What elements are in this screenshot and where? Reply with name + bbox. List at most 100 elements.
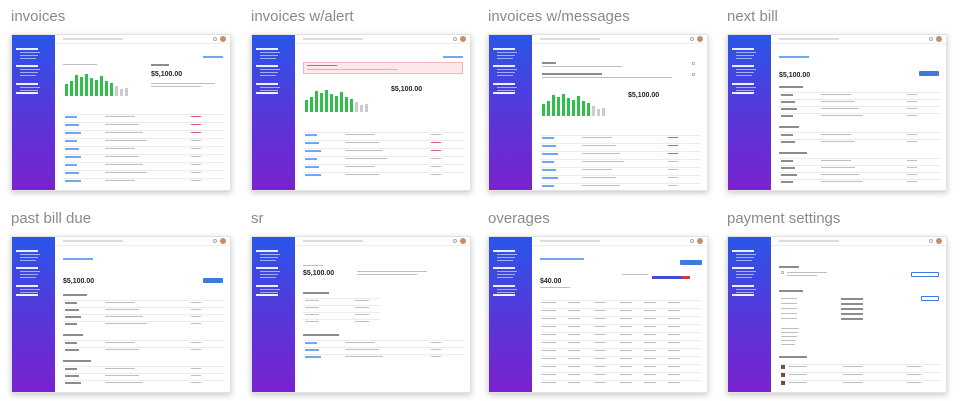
- sidebar-item[interactable]: [260, 55, 278, 57]
- sidebar-section[interactable]: [732, 285, 754, 287]
- edit-details-button[interactable]: [921, 296, 939, 301]
- bell-icon[interactable]: [690, 37, 694, 41]
- sidebar-section[interactable]: [493, 92, 515, 94]
- table-cell-link[interactable]: [542, 137, 554, 139]
- sidebar-item[interactable]: [20, 52, 40, 54]
- table-cell-link[interactable]: [781, 141, 795, 143]
- sidebar-item[interactable]: [20, 271, 40, 273]
- close-icon[interactable]: [692, 62, 695, 65]
- sidebar-item[interactable]: [497, 254, 517, 256]
- sidebar-item[interactable]: [497, 55, 515, 57]
- breadcrumb[interactable]: [779, 56, 809, 58]
- sidebar-section[interactable]: [16, 65, 38, 67]
- screen-thumbnail[interactable]: $5,100.00: [727, 34, 947, 191]
- table-cell-link[interactable]: [781, 167, 795, 169]
- sidebar-item[interactable]: [736, 75, 752, 77]
- table-cell-link[interactable]: [305, 142, 319, 144]
- table-cell-link[interactable]: [542, 177, 558, 179]
- sidebar-item[interactable]: [20, 289, 40, 291]
- close-icon[interactable]: [692, 73, 695, 76]
- sidebar-item[interactable]: [260, 289, 280, 291]
- table-cell-link[interactable]: [781, 134, 793, 136]
- sidebar-section[interactable]: [256, 285, 278, 287]
- sidebar-item[interactable]: [497, 271, 517, 273]
- table-cell-link[interactable]: [305, 134, 317, 136]
- sidebar-item[interactable]: [20, 260, 36, 262]
- sidebar-item[interactable]: [260, 257, 278, 259]
- table-cell-link[interactable]: [65, 116, 77, 118]
- sidebar-section[interactable]: [493, 250, 515, 252]
- view-payment-link[interactable]: [443, 56, 463, 58]
- avatar[interactable]: [220, 238, 226, 244]
- table-cell-link[interactable]: [542, 169, 556, 171]
- sidebar-section[interactable]: [16, 83, 38, 85]
- sidebar-section[interactable]: [732, 48, 754, 50]
- table-cell-link[interactable]: [65, 323, 77, 325]
- bell-icon[interactable]: [929, 239, 933, 243]
- bell-icon[interactable]: [213, 239, 217, 243]
- sidebar-item[interactable]: [20, 257, 38, 259]
- sidebar-item[interactable]: [497, 75, 513, 77]
- sidebar-section[interactable]: [256, 250, 278, 252]
- sidebar-item[interactable]: [736, 277, 752, 279]
- sidebar-section[interactable]: [732, 92, 754, 94]
- sidebar-section[interactable]: [16, 294, 38, 296]
- sidebar-section[interactable]: [493, 48, 515, 50]
- sidebar-section[interactable]: [256, 65, 278, 67]
- screen-thumbnail[interactable]: $5,100.00: [488, 34, 708, 191]
- sidebar-section[interactable]: [493, 65, 515, 67]
- avatar[interactable]: [460, 238, 466, 244]
- bell-icon[interactable]: [929, 37, 933, 41]
- sidebar-item[interactable]: [20, 69, 40, 71]
- sidebar-item[interactable]: [736, 55, 754, 57]
- table-cell-link[interactable]: [781, 181, 793, 183]
- sidebar-item[interactable]: [736, 257, 754, 259]
- sidebar-item[interactable]: [736, 260, 752, 262]
- search-input[interactable]: [540, 240, 600, 242]
- avatar[interactable]: [936, 36, 942, 42]
- bell-icon[interactable]: [690, 239, 694, 243]
- table-cell-link[interactable]: [305, 150, 321, 152]
- pay-button[interactable]: [919, 71, 939, 76]
- sidebar-section[interactable]: [16, 285, 38, 287]
- sidebar-item[interactable]: [20, 90, 38, 92]
- sidebar-item[interactable]: [736, 254, 756, 256]
- avatar[interactable]: [936, 238, 942, 244]
- table-cell-link[interactable]: [65, 156, 81, 158]
- search-input[interactable]: [303, 240, 363, 242]
- breadcrumb[interactable]: [540, 258, 584, 260]
- screen-thumbnail[interactable]: $40.00: [488, 236, 708, 393]
- sidebar-item[interactable]: [20, 58, 36, 60]
- sidebar-item[interactable]: [497, 274, 515, 276]
- search-input[interactable]: [63, 240, 123, 242]
- sidebar-section[interactable]: [493, 83, 515, 85]
- table-cell-link[interactable]: [305, 158, 317, 160]
- table-cell-link[interactable]: [65, 164, 77, 166]
- search-input[interactable]: [63, 38, 123, 40]
- sidebar-item[interactable]: [260, 254, 280, 256]
- sidebar-item[interactable]: [497, 90, 515, 92]
- sidebar-item[interactable]: [736, 52, 756, 54]
- sidebar-item[interactable]: [736, 58, 752, 60]
- screen-thumbnail[interactable]: $5,100.00: [251, 236, 471, 393]
- table-cell-link[interactable]: [65, 382, 81, 384]
- table-cell-link[interactable]: [781, 115, 793, 117]
- sidebar-section[interactable]: [16, 92, 38, 94]
- sidebar-section[interactable]: [732, 65, 754, 67]
- sidebar-item[interactable]: [260, 90, 278, 92]
- sidebar-item[interactable]: [497, 257, 515, 259]
- sidebar-section[interactable]: [732, 267, 754, 269]
- table-cell-link[interactable]: [65, 342, 77, 344]
- table-cell-link[interactable]: [542, 161, 554, 163]
- table-cell-link[interactable]: [781, 108, 797, 110]
- sidebar-section[interactable]: [732, 294, 754, 296]
- sidebar-section[interactable]: [256, 48, 278, 50]
- sidebar-section[interactable]: [732, 250, 754, 252]
- bell-icon[interactable]: [213, 37, 217, 41]
- table-cell-link[interactable]: [305, 342, 317, 344]
- table-cell-link[interactable]: [65, 309, 79, 311]
- sidebar-item[interactable]: [20, 75, 36, 77]
- sidebar-section[interactable]: [256, 267, 278, 269]
- sidebar-item[interactable]: [260, 58, 276, 60]
- sidebar-item[interactable]: [260, 52, 280, 54]
